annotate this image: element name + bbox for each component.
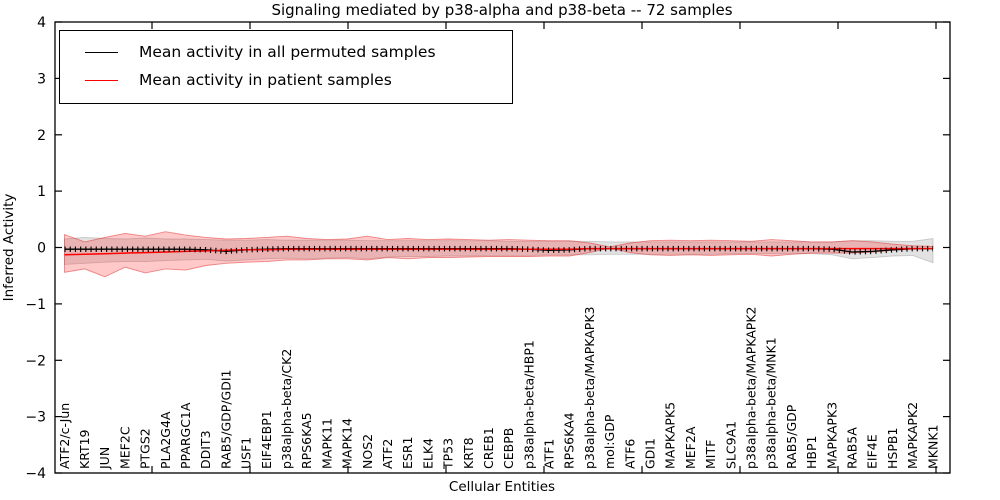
x-category-label: MITF xyxy=(703,440,718,469)
x-category-label: p38alpha-beta/CK2 xyxy=(279,349,294,469)
x-category-label: MAPKAPK3 xyxy=(824,402,839,469)
x-category-label: DDIT3 xyxy=(198,430,213,469)
x-category-label: ATF2/c-Jun xyxy=(57,403,72,469)
x-category-label: RAB5/GDP xyxy=(784,404,799,469)
legend-label-permuted: Mean activity in all permuted samples xyxy=(139,43,436,61)
x-category-label: PLA2G4A xyxy=(158,411,173,469)
x-category-label: PTGS2 xyxy=(138,428,153,469)
y-tick-label: −3 xyxy=(25,410,46,426)
x-category-label: ATF1 xyxy=(542,439,557,469)
x-category-label: USF1 xyxy=(239,437,254,469)
x-category-label: HSPB1 xyxy=(885,428,900,469)
y-tick-label: −2 xyxy=(25,353,46,369)
x-category-label: RAB5A xyxy=(845,427,860,469)
x-category-label: RPS6KA4 xyxy=(562,412,577,469)
x-category-label: MAPKAPK2 xyxy=(905,402,920,469)
y-tick-label: 4 xyxy=(37,15,46,31)
y-tick-label: 3 xyxy=(37,71,46,87)
x-category-label: PPARGC1A xyxy=(178,402,193,469)
y-tick-label: 0 xyxy=(37,241,46,257)
x-category-label: ATF2 xyxy=(380,439,395,469)
legend: Mean activity in all permuted samples Me… xyxy=(59,30,513,104)
legend-line-permuted-icon xyxy=(85,51,118,53)
band-patient-std xyxy=(64,231,934,278)
x-category-label: p38alpha-beta/HBP1 xyxy=(521,340,536,469)
x-category-label: RAB5/GDP/GDI1 xyxy=(218,370,233,469)
legend-label-patient: Mean activity in patient samples xyxy=(139,71,392,89)
x-category-label: p38alpha-beta/MAPKAPK3 xyxy=(582,307,597,470)
legend-line-patient-icon xyxy=(85,79,118,81)
x-category-label: EIF4E xyxy=(865,434,880,469)
y-tick-label: 1 xyxy=(37,184,46,200)
x-category-label: ELK4 xyxy=(420,438,435,469)
x-category-label: MAPK11 xyxy=(319,418,334,469)
x-category-label: KRT19 xyxy=(77,429,92,469)
x-category-label: CREB1 xyxy=(481,427,496,469)
x-category-label: MEF2C xyxy=(117,426,132,469)
x-axis-label: Cellular Entities xyxy=(449,479,555,495)
line-patient-mean xyxy=(64,247,933,256)
x-category-label: MEF2A xyxy=(683,426,698,469)
x-category-label: mol:GDP xyxy=(602,414,617,469)
y-tick-label: −1 xyxy=(25,297,46,313)
x-category-label: MKNK1 xyxy=(925,425,940,469)
x-category-label: p38alpha-beta/MAPKAPK2 xyxy=(744,307,759,470)
x-category-label: TP53 xyxy=(441,438,456,470)
y-tick-label: −4 xyxy=(25,466,46,482)
x-category-label: CEBPB xyxy=(501,428,516,469)
band-permuted-std xyxy=(64,236,934,265)
x-category-label: RPS6KA5 xyxy=(299,412,314,469)
x-category-label: HBP1 xyxy=(804,436,819,469)
y-tick-label: 2 xyxy=(37,128,46,144)
x-category-label: EIF4EBP1 xyxy=(259,410,274,469)
y-axis-label: Inferred Activity xyxy=(1,194,17,302)
x-category-label: p38alpha-beta/MNK1 xyxy=(764,337,779,469)
x-category-label: ATF6 xyxy=(622,439,637,469)
x-category-label: KRT8 xyxy=(461,437,476,469)
x-category-label: JUN xyxy=(97,447,112,470)
legend-item-patient: Mean activity in patient samples xyxy=(60,66,512,94)
x-category-label: MAPK14 xyxy=(340,418,355,469)
x-category-label: MAPKAPK5 xyxy=(663,402,678,469)
x-category-label: SLC9A1 xyxy=(723,421,738,469)
x-category-label: NOS2 xyxy=(360,434,375,469)
x-category-label: ESR1 xyxy=(400,437,415,469)
legend-item-permuted: Mean activity in all permuted samples xyxy=(60,38,512,66)
x-category-label: GDI1 xyxy=(643,438,658,469)
chart-title: Signaling mediated by p38-alpha and p38-… xyxy=(271,1,732,19)
